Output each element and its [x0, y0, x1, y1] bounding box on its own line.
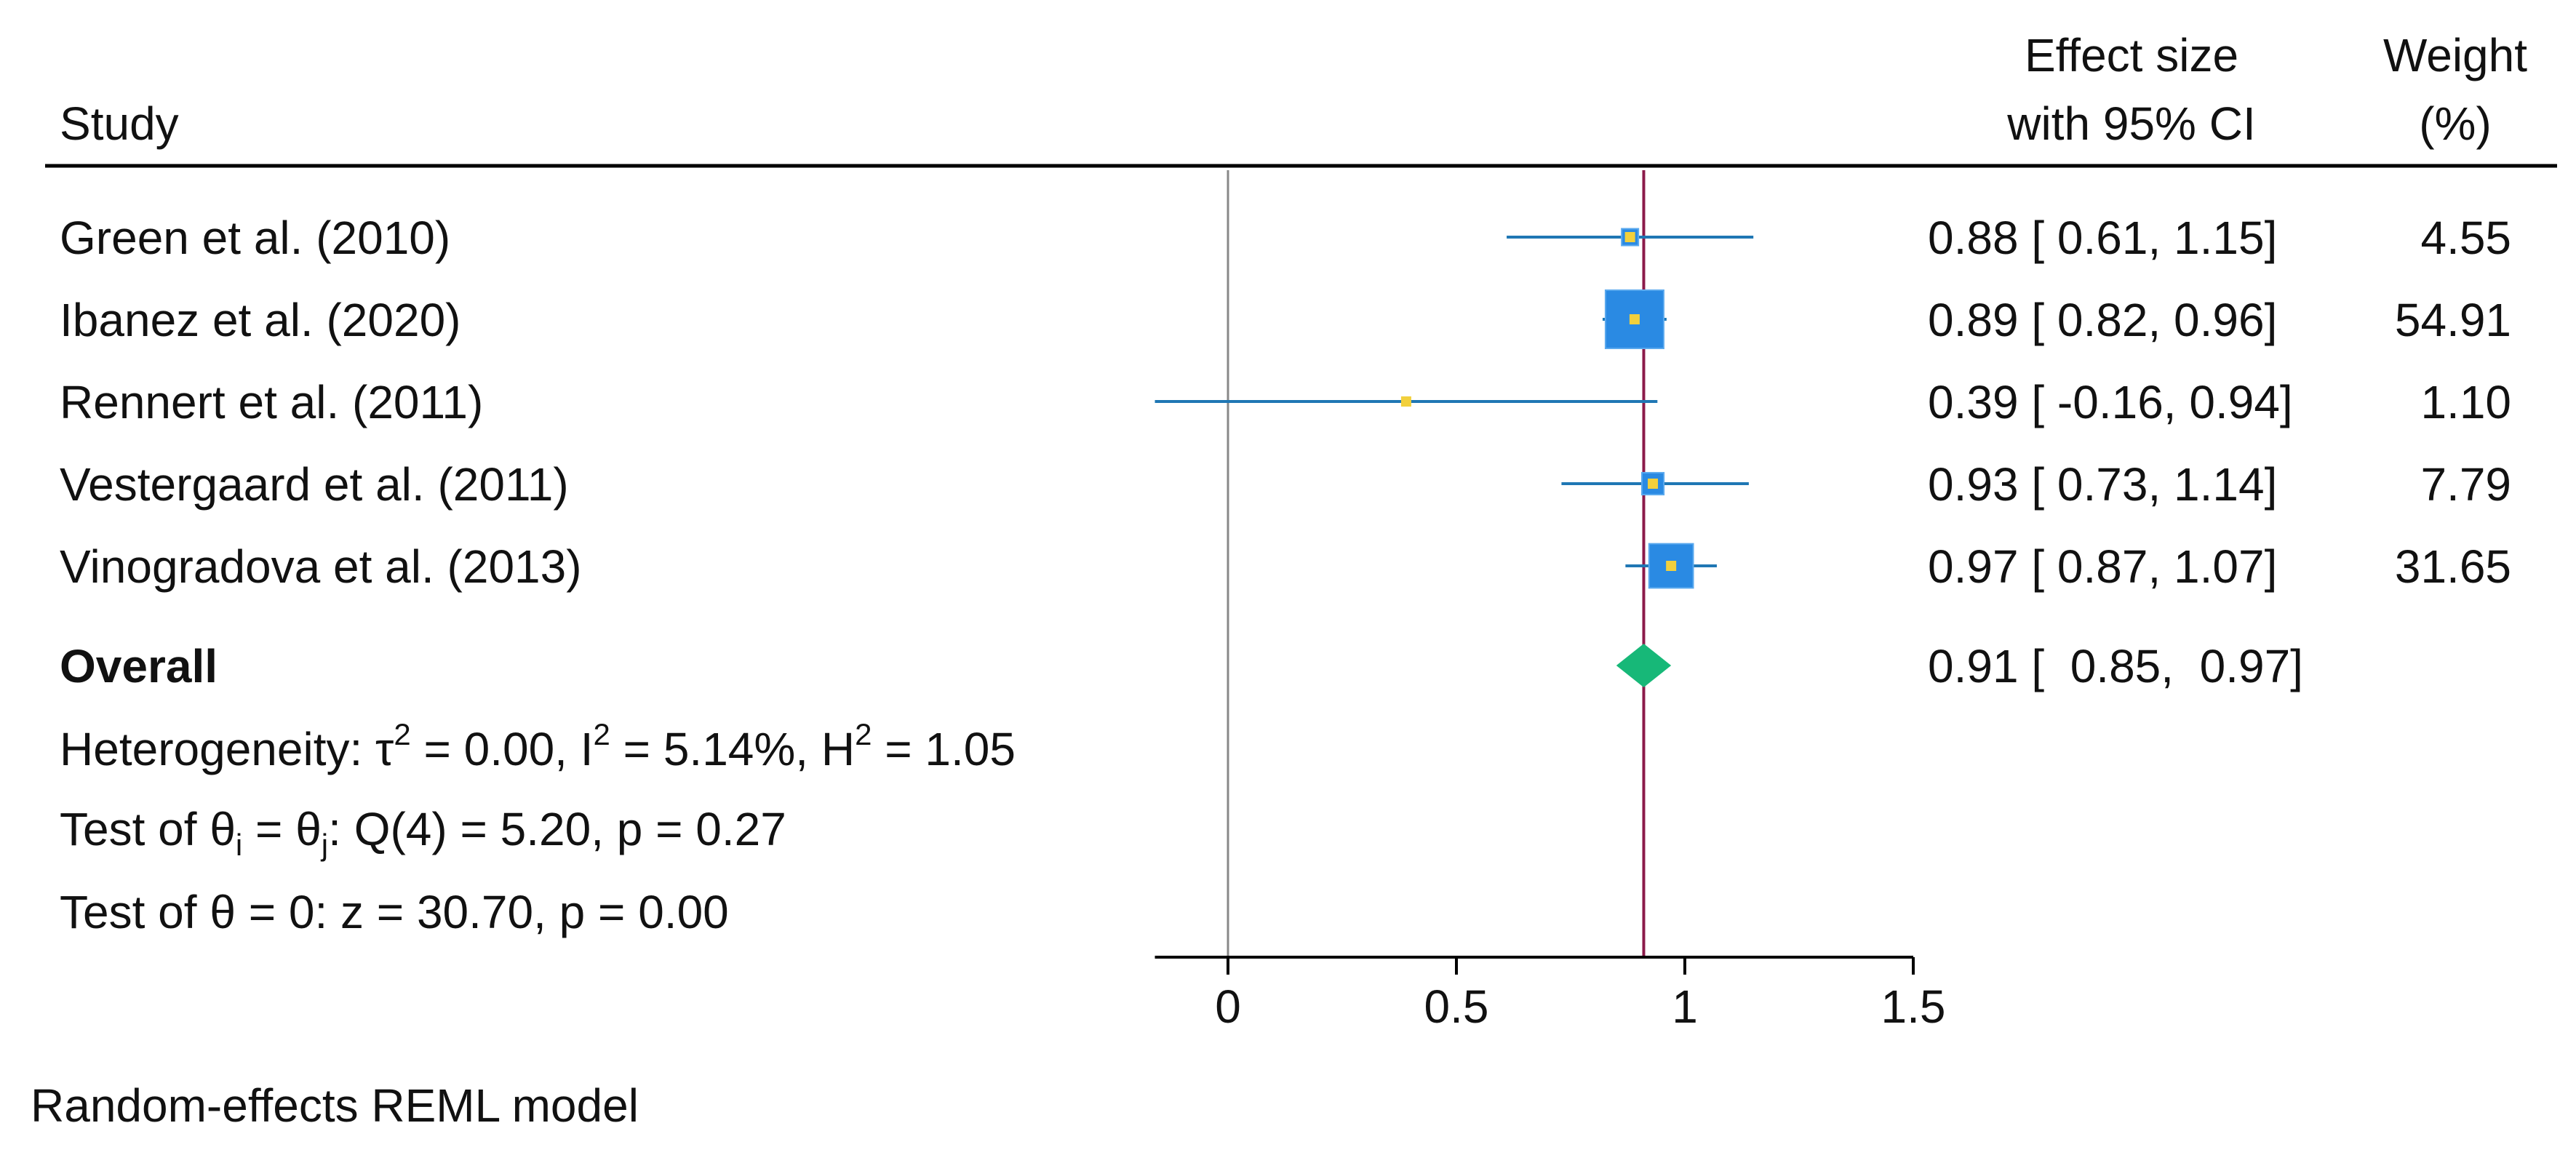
- study-name: Rennert et al. (2011): [60, 376, 483, 428]
- x-tick-label: 1: [1672, 980, 1698, 1033]
- study-name: Vinogradova et al. (2013): [60, 540, 582, 593]
- overall-diamond: [1616, 644, 1672, 687]
- study-point-estimate: [1648, 479, 1659, 489]
- study-point-estimate: [1624, 232, 1635, 242]
- footnote: Random-effects REML model: [31, 1079, 639, 1132]
- header-weight: Weight: [2383, 29, 2527, 81]
- header-weight-unit: (%): [2419, 97, 2492, 150]
- header-effect-size: Effect size: [2025, 29, 2238, 81]
- x-tick-label: 0: [1215, 980, 1241, 1033]
- study-weight: 1.10: [2420, 376, 2511, 428]
- study-point-estimate: [1666, 561, 1677, 571]
- study-point-estimate: [1400, 396, 1411, 407]
- x-tick-label: 0.5: [1424, 980, 1489, 1033]
- study-name: Vestergaard et al. (2011): [60, 458, 569, 511]
- study-weight: 7.79: [2420, 458, 2511, 511]
- study-ci-text: 0.39 [ -0.16, 0.94]: [1928, 376, 2293, 428]
- study-name: Green et al. (2010): [60, 212, 450, 264]
- study-ci-text: 0.89 [ 0.82, 0.96]: [1928, 294, 2277, 346]
- study-name: Ibanez et al. (2020): [60, 294, 460, 346]
- study-weight: 54.91: [2395, 294, 2511, 346]
- overall-label: Overall: [60, 640, 218, 692]
- plot-area: 0 0.5 1 1.5: [1155, 170, 1946, 1033]
- overall-ci-text: 0.91 [ 0.85, 0.97]: [1928, 640, 2303, 692]
- study-ci-text: 0.97 [ 0.87, 1.07]: [1928, 540, 2277, 593]
- study-weight: 4.55: [2420, 212, 2511, 264]
- heterogeneity-stats: Heterogeneity: τ2 = 0.00, I2 = 5.14%, H2…: [60, 717, 1016, 775]
- study-weight: 31.65: [2395, 540, 2511, 593]
- study-ci-text: 0.88 [ 0.61, 1.15]: [1928, 212, 2277, 264]
- header-study: Study: [60, 97, 179, 150]
- test-overall-effect: Test of θ = 0: z = 30.70, p = 0.00: [60, 886, 729, 938]
- study-point-estimate: [1629, 314, 1640, 324]
- study-ci-text: 0.93 [ 0.73, 1.14]: [1928, 458, 2277, 511]
- test-homogeneity: Test of θi = θj: Q(4) = 5.20, p = 0.27: [60, 803, 786, 862]
- header-ci: with 95% CI: [2006, 97, 2255, 150]
- x-tick-label: 1.5: [1881, 980, 1946, 1033]
